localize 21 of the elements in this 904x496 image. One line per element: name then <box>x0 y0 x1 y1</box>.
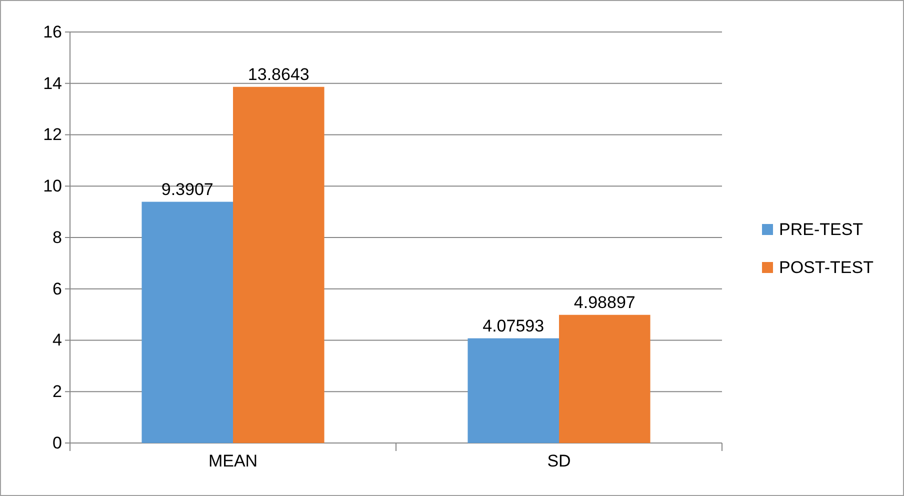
data-label: 4.07593 <box>482 316 544 336</box>
y-tick-label: 6 <box>52 279 62 298</box>
bar <box>468 338 559 443</box>
bar <box>559 314 650 443</box>
x-tick-label: MEAN <box>208 451 258 470</box>
bar <box>233 86 324 443</box>
y-tick-label: 14 <box>43 74 62 93</box>
y-tick-label: 0 <box>52 433 62 452</box>
data-label: 9.3907 <box>161 180 214 199</box>
y-tick-label: 16 <box>43 22 62 42</box>
y-tick-label: 10 <box>43 176 62 196</box>
y-tick-label: 12 <box>43 125 62 144</box>
legend-label: POST-TEST <box>779 258 874 277</box>
bar <box>142 202 233 443</box>
y-tick-label: 8 <box>52 228 62 247</box>
legend-label: PRE-TEST <box>779 220 864 239</box>
data-label: 4.98897 <box>574 292 636 312</box>
data-label: 13.8643 <box>248 64 310 84</box>
x-tick-label: SD <box>547 451 571 470</box>
y-tick-label: 2 <box>52 382 62 402</box>
y-tick-label: 4 <box>52 330 62 350</box>
